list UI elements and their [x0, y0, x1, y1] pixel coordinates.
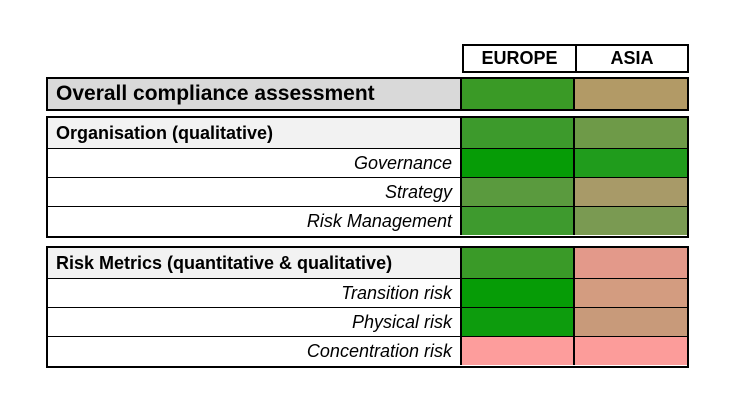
- section-europe-cell: [462, 118, 575, 148]
- table-row: Strategy: [48, 177, 687, 206]
- table-row: Governance: [48, 148, 687, 177]
- asia-cell: [575, 149, 687, 177]
- row-label: Transition risk: [48, 279, 462, 307]
- asia-cell: [575, 337, 687, 365]
- europe-cell: [462, 207, 575, 235]
- section-header-row: Organisation (qualitative): [48, 118, 687, 148]
- table-row: Transition risk: [48, 278, 687, 307]
- asia-cell: [575, 308, 687, 336]
- table-row: Physical risk: [48, 307, 687, 336]
- europe-cell: [462, 149, 575, 177]
- section-title: Risk Metrics (quantitative & qualitative…: [48, 248, 462, 278]
- section-header-row: Risk Metrics (quantitative & qualitative…: [48, 248, 687, 278]
- asia-cell: [575, 207, 687, 235]
- row-label: Strategy: [48, 178, 462, 206]
- europe-cell: [462, 178, 575, 206]
- overall-europe-cell: [462, 79, 575, 109]
- row-label: Risk Management: [48, 207, 462, 235]
- overall-assessment-section: Overall compliance assessment: [46, 77, 689, 111]
- asia-cell: [575, 279, 687, 307]
- row-label: Physical risk: [48, 308, 462, 336]
- table-row: Risk Management: [48, 206, 687, 235]
- asia-cell: [575, 178, 687, 206]
- overall-assessment-row: Overall compliance assessment: [48, 79, 687, 109]
- column-header-asia: ASIA: [575, 44, 689, 73]
- europe-cell: [462, 337, 575, 365]
- overall-asia-cell: [575, 79, 687, 109]
- europe-cell: [462, 308, 575, 336]
- section-europe-cell: [462, 248, 575, 278]
- column-header-europe: EUROPE: [462, 44, 577, 73]
- europe-cell: [462, 279, 575, 307]
- overall-assessment-label: Overall compliance assessment: [48, 79, 462, 109]
- organisation-section: Organisation (qualitative) Governance St…: [46, 116, 689, 238]
- row-label: Governance: [48, 149, 462, 177]
- row-label: Concentration risk: [48, 337, 462, 365]
- section-title: Organisation (qualitative): [48, 118, 462, 148]
- risk-metrics-section: Risk Metrics (quantitative & qualitative…: [46, 246, 689, 368]
- section-asia-cell: [575, 248, 687, 278]
- section-asia-cell: [575, 118, 687, 148]
- table-row: Concentration risk: [48, 336, 687, 365]
